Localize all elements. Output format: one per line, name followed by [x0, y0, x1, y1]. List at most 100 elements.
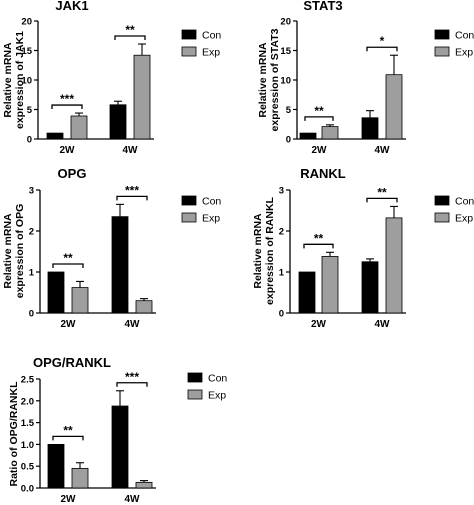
significance-bracket [52, 263, 84, 268]
legend-label-con: Con [455, 196, 474, 208]
legend-label-con: Con [202, 30, 221, 42]
significance-bracket [51, 104, 83, 110]
significance-label: *** [125, 183, 139, 197]
y-tick-label: 2 [279, 227, 284, 238]
x-tick-label: 2W [61, 319, 77, 330]
bar-con-2w [47, 271, 65, 314]
legend-label-con: Con [455, 30, 474, 42]
x-tick-label: 4W [123, 145, 139, 156]
legend-label-exp: Exp [455, 47, 473, 59]
y-tick-label: 0 [279, 309, 284, 320]
legend-swatch-con [434, 29, 450, 40]
bar-con-4w [361, 117, 379, 140]
y-tick-label: 1 [29, 268, 35, 279]
bar-con-2w [298, 271, 316, 314]
significance-bracket [303, 243, 334, 249]
significance-label: * [380, 34, 385, 48]
y-tick-label: 5 [286, 105, 292, 116]
x-tick-label: 4W [125, 319, 141, 330]
significance-bracket [366, 197, 398, 203]
legend-label-con: Con [202, 196, 221, 208]
y-tick-label: 0.0 [21, 484, 34, 495]
y-tick-label: 20 [21, 17, 32, 28]
legend-swatch-exp [181, 212, 197, 223]
legend-swatch-con [181, 29, 197, 40]
y-tick-label: 2.0 [21, 396, 34, 407]
y-axis-label: Relative mRNAexpression of JAK1 [2, 31, 26, 129]
x-tick-label: 4W [125, 494, 141, 505]
chart-title: JAK1 [55, 0, 88, 13]
legend-label-exp: Exp [455, 213, 473, 225]
y-tick-label: 15 [21, 46, 32, 57]
y-tick-label: 0 [27, 135, 32, 146]
y-tick-label: 1.0 [21, 440, 34, 451]
y-tick-label: 2 [29, 227, 34, 238]
y-axis-label: Relative mRNAexpression of STAT3 [257, 28, 281, 131]
chart-title: STAT3 [303, 0, 342, 13]
y-tick-label: 0 [286, 135, 291, 146]
x-tick-label: 2W [311, 319, 327, 330]
y-tick-label: 5 [27, 105, 33, 116]
legend-swatch-exp [434, 212, 450, 223]
legend-swatch-exp [187, 389, 203, 400]
bar-con-4w [109, 104, 127, 140]
x-tick-label: 2W [60, 145, 76, 156]
significance-label: ** [125, 23, 135, 37]
y-tick-label: 10 [21, 76, 32, 87]
significance-label: ** [63, 423, 73, 437]
bar-con-2w [299, 132, 317, 140]
significance-label: ** [314, 104, 324, 118]
significance-label: *** [125, 370, 139, 384]
significance-bracket [114, 35, 146, 41]
chart-title: OPG [58, 166, 87, 181]
y-tick-label: 10 [280, 76, 291, 87]
y-tick-label: 20 [280, 17, 291, 28]
chart-title: RANKL [300, 166, 346, 181]
bar-con-4w [111, 216, 129, 314]
chart-title: OPG/RANKL [33, 355, 111, 370]
significance-bracket [366, 46, 398, 52]
y-tick-label: 3 [29, 186, 34, 197]
legend-swatch-con [434, 195, 450, 206]
y-tick-label: 15 [280, 46, 291, 57]
y-tick-label: 0.5 [21, 462, 35, 473]
y-axis-label: Relative mRNAexpression of RANKL [252, 196, 276, 305]
significance-bracket [116, 382, 148, 387]
y-tick-label: 3 [279, 186, 284, 197]
chart-panel-1: STAT3 Relative mRNAexpression of STAT3 0 5 1… [257, 0, 474, 156]
significance-label: ** [377, 185, 387, 199]
legend-label-con: Con [208, 373, 227, 385]
bar-con-4w [111, 405, 129, 489]
bar-exp-4w [385, 217, 403, 314]
bar-exp-4w [135, 300, 153, 314]
x-tick-label: 2W [61, 494, 77, 505]
y-axis-label: Relative mRNAexpression of OPG [2, 204, 26, 299]
legend-swatch-exp [434, 46, 450, 57]
bar-exp-4w [133, 54, 151, 140]
bar-exp-2w [321, 256, 339, 314]
y-tick-label: 1.5 [21, 418, 35, 429]
bar-exp-4w [385, 74, 403, 140]
x-tick-label: 4W [375, 145, 391, 156]
x-tick-label: 2W [312, 145, 328, 156]
legend-label-exp: Exp [202, 213, 220, 225]
legend-swatch-exp [181, 46, 197, 57]
bar-con-4w [361, 261, 379, 314]
y-tick-label: 0 [29, 309, 34, 320]
significance-bracket [304, 116, 334, 121]
x-tick-label: 4W [375, 319, 391, 330]
bar-exp-2w [71, 467, 89, 489]
significance-bracket [52, 435, 84, 441]
legend-swatch-con [181, 195, 197, 206]
bar-exp-4w [135, 481, 153, 489]
bar-exp-2w [321, 126, 339, 140]
bar-con-2w [47, 443, 65, 489]
significance-label: ** [314, 231, 324, 245]
significance-label: ** [63, 251, 73, 265]
y-tick-label: 1 [279, 268, 285, 279]
y-axis-label: Ratio of OPG/RANKL [8, 381, 20, 487]
bar-exp-2w [71, 287, 89, 314]
